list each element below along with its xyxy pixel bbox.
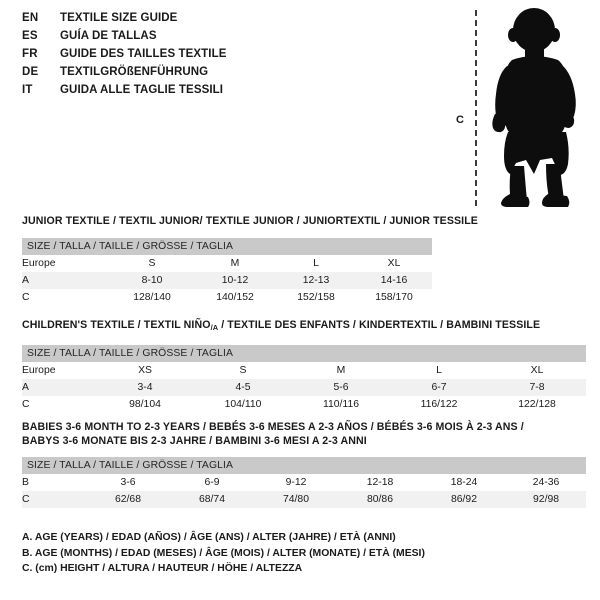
table-row: C 98/104 104/110 110/116 116/122 122/128	[22, 396, 586, 413]
cell-value: 10-12	[221, 275, 249, 286]
cell-value: 24-36	[532, 477, 560, 488]
cell-value: 8-10	[141, 275, 163, 286]
table-size-bar: SIZE / TALLA / TAILLE / GRÖSSE / TAGLIA	[22, 238, 433, 255]
language-row: IT GUIDA ALLE TAGLIE TESSILI	[22, 84, 442, 102]
cell-value: 18-24	[450, 477, 478, 488]
cell-value: 3-4	[137, 382, 153, 393]
language-row: FR GUIDE DES TAILLES TEXTILE	[22, 48, 442, 66]
cell-value: 12-18	[366, 477, 394, 488]
toddler-silhouette-icon	[492, 8, 576, 207]
section-babies: BABIES 3-6 MONTH TO 2-3 YEARS / BEBÉS 3-…	[22, 420, 587, 508]
cell-value: 68/74	[198, 494, 225, 505]
cell-value: L	[436, 365, 442, 376]
cell-value: S	[239, 365, 247, 376]
cell-value: 104/110	[224, 399, 262, 410]
cell-value: 5-6	[333, 382, 349, 393]
cell-value: XS	[138, 365, 152, 376]
section-junior: JUNIOR TEXTILE / TEXTIL JUNIOR/ TEXTILE …	[22, 214, 478, 306]
cell-value: 92/98	[533, 494, 560, 505]
cell-value: 6-7	[431, 382, 447, 393]
cell-value: 62/68	[114, 494, 141, 505]
cell-value: L	[313, 258, 319, 269]
legend-item-a: A. AGE (YEARS) / EDAD (AÑOS) / ÂGE (ANS)…	[22, 532, 396, 543]
section-title-junior: JUNIOR TEXTILE / TEXTIL JUNIOR/ TEXTILE …	[22, 215, 478, 227]
row-label: B	[22, 477, 29, 488]
row-label: Europe	[22, 258, 56, 269]
section-title-babies-line1: BABIES 3-6 MONTH TO 2-3 YEARS / BEBÉS 3-…	[22, 421, 524, 433]
row-label: C	[22, 292, 30, 303]
section-title-children-sub: /A	[210, 323, 219, 332]
legend-item-b: B. AGE (MONTHS) / EDAD (MESES) / ÂGE (MO…	[22, 547, 425, 559]
section-title-babies-line2: BABYS 3-6 MONATE BIS 2-3 JAHRE / BAMBINI…	[22, 435, 367, 447]
cell-value: 74/80	[282, 494, 309, 505]
language-title: GUÍA DE TALLAS	[60, 30, 157, 42]
language-title: GUIDA ALLE TAGLIE TESSILI	[60, 84, 224, 96]
height-measurement-figure: C	[452, 8, 592, 208]
language-title: TEXTILGRÖßENFÜHRUNG	[60, 66, 209, 78]
section-title-children-post: / TEXTILE DES ENFANTS / KINDERTEXTIL / B…	[218, 319, 541, 331]
language-title: TEXTILE SIZE GUIDE	[60, 12, 178, 24]
size-bar-label: SIZE / TALLA / TAILLE / GRÖSSE / TAGLIA	[27, 348, 234, 359]
cell-value: 98/104	[129, 399, 161, 410]
table-row: C 62/68 68/74 74/80 80/86 86/92 92/98	[22, 491, 587, 508]
cell-value: XL	[530, 365, 544, 376]
cell-value: 12-13	[302, 275, 330, 286]
section-title-children-pre: CHILDREN'S TEXTILE / TEXTIL NIÑO	[22, 319, 211, 331]
row-label: A	[22, 382, 29, 393]
size-bar-label: SIZE / TALLA / TAILLE / GRÖSSE / TAGLIA	[27, 460, 234, 471]
cell-value: XL	[387, 258, 401, 269]
table-babies: SIZE / TALLA / TAILLE / GRÖSSE / TAGLIA …	[22, 457, 587, 508]
cell-value: 4-5	[235, 382, 251, 393]
size-bar-label: SIZE / TALLA / TAILLE / GRÖSSE / TAGLIA	[27, 241, 234, 252]
row-label: Europe	[22, 365, 56, 376]
dashed-height-line	[475, 10, 477, 206]
table-row: A 3-4 4-5 5-6 6-7 7-8	[22, 379, 586, 396]
row-label: C	[22, 494, 30, 505]
cell-value: 158/170	[375, 292, 413, 303]
cell-value: 7-8	[529, 382, 545, 393]
cell-value: 80/86	[366, 494, 393, 505]
language-code: EN	[22, 12, 39, 24]
table-children: SIZE / TALLA / TAILLE / GRÖSSE / TAGLIA …	[22, 345, 586, 413]
row-label: A	[22, 275, 29, 286]
row-label: C	[22, 399, 30, 410]
legend-item-c: C. (cm) HEIGHT / ALTURA / HAUTEUR / HÖHE…	[22, 563, 303, 574]
language-code: ES	[22, 30, 38, 42]
cell-value: 6-9	[204, 477, 220, 488]
cell-value: M	[230, 258, 240, 269]
cell-value: S	[148, 258, 156, 269]
language-code: IT	[22, 84, 33, 96]
cell-value: 14-16	[380, 275, 408, 286]
cell-value: 152/158	[297, 292, 335, 303]
table-junior: SIZE / TALLA / TAILLE / GRÖSSE / TAGLIA …	[22, 238, 433, 306]
table-size-bar: SIZE / TALLA / TAILLE / GRÖSSE / TAGLIA	[22, 345, 586, 362]
table-row: B 3-6 6-9 9-12 12-18 18-24 24-36	[22, 474, 587, 491]
table-row: C 128/140 140/152 152/158 158/170	[22, 289, 433, 306]
cell-value: 86/92	[450, 494, 477, 505]
cell-value: 110/116	[322, 399, 360, 410]
language-code: FR	[22, 48, 38, 60]
height-measure-label: C	[456, 114, 464, 126]
table-row: Europe S M L XL	[22, 255, 433, 272]
language-row: EN TEXTILE SIZE GUIDE	[22, 12, 442, 30]
section-title-children: CHILDREN'S TEXTILE / TEXTIL NIÑO/A / TEX…	[22, 318, 586, 335]
cell-value: 140/152	[216, 292, 254, 303]
cell-value: 122/128	[518, 399, 556, 410]
cell-value: 3-6	[120, 477, 136, 488]
measurement-legend: A. AGE (YEARS) / EDAD (AÑOS) / ÂGE (ANS)…	[22, 530, 425, 577]
language-row: ES GUÍA DE TALLAS	[22, 30, 442, 48]
language-code: DE	[22, 66, 39, 78]
cell-value: M	[336, 365, 346, 376]
section-children: CHILDREN'S TEXTILE / TEXTIL NIÑO/A / TEX…	[22, 318, 586, 413]
language-title-block: EN TEXTILE SIZE GUIDE ES GUÍA DE TALLAS …	[22, 12, 442, 102]
cell-value: 116/122	[420, 399, 458, 410]
table-row: A 8-10 10-12 12-13 14-16	[22, 272, 433, 289]
language-title: GUIDE DES TAILLES TEXTILE	[60, 48, 227, 60]
table-row: Europe XS S M L XL	[22, 362, 586, 379]
table-size-bar: SIZE / TALLA / TAILLE / GRÖSSE / TAGLIA	[22, 457, 587, 474]
cell-value: 9-12	[285, 477, 307, 488]
cell-value: 128/140	[133, 292, 171, 303]
language-row: DE TEXTILGRÖßENFÜHRUNG	[22, 66, 442, 84]
